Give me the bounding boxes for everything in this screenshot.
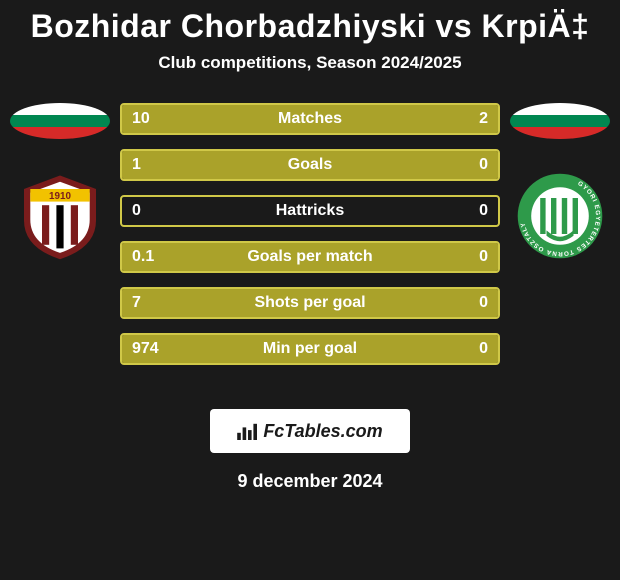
stat-label: Min per goal xyxy=(122,340,498,358)
stat-value-right: 0 xyxy=(479,294,488,312)
stat-row: 0Hattricks0 xyxy=(120,195,500,227)
page-subtitle: Club competitions, Season 2024/2025 xyxy=(0,53,620,73)
stat-bars: 10Matches21Goals00Hattricks00.1Goals per… xyxy=(120,103,500,379)
snapshot-date: 9 december 2024 xyxy=(0,471,620,492)
player-right-column: GYORI EGYETERTES TORNA OSZTALY xyxy=(510,103,610,261)
chart-icon xyxy=(237,422,259,440)
watermark: FcTables.com xyxy=(210,409,410,453)
stat-row: 10Matches2 xyxy=(120,103,500,135)
stat-row: 7Shots per goal0 xyxy=(120,287,500,319)
stat-value-right: 0 xyxy=(479,202,488,220)
stat-label: Goals xyxy=(122,156,498,174)
svg-text:1910: 1910 xyxy=(49,191,71,202)
stat-value-right: 0 xyxy=(479,340,488,358)
watermark-text: FcTables.com xyxy=(263,421,382,442)
stat-value-right: 0 xyxy=(479,156,488,174)
stat-row: 1Goals0 xyxy=(120,149,500,181)
stat-row: 974Min per goal0 xyxy=(120,333,500,365)
stat-label: Matches xyxy=(122,110,498,128)
club-crest-left: 1910 xyxy=(15,171,105,261)
stat-value-right: 0 xyxy=(479,248,488,266)
comparison-area: 1910 GYORI EGYETERTES TORNA OSZTALY 10Ma… xyxy=(0,103,620,403)
stat-value-right: 2 xyxy=(479,110,488,128)
player-left-column: 1910 xyxy=(10,103,110,261)
stat-row: 0.1Goals per match0 xyxy=(120,241,500,273)
country-flag-right xyxy=(510,103,610,139)
stat-label: Hattricks xyxy=(122,202,498,220)
stat-label: Shots per goal xyxy=(122,294,498,312)
stat-label: Goals per match xyxy=(122,248,498,266)
club-crest-right: GYORI EGYETERTES TORNA OSZTALY xyxy=(515,171,605,261)
country-flag-left xyxy=(10,103,110,139)
page-title: Bozhidar Chorbadzhiyski vs KrpiÄ‡ xyxy=(0,8,620,45)
